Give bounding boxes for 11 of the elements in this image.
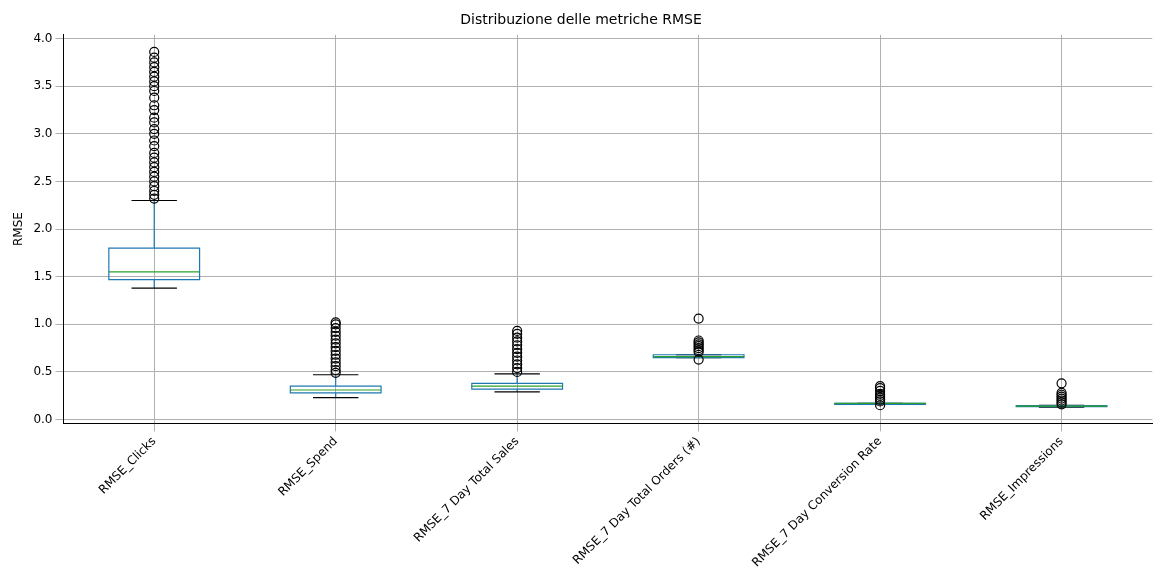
- y-tick-label: 4.0: [33, 30, 53, 45]
- y-tick-label: 2.5: [33, 173, 53, 188]
- chart-title: Distribuzione delle metriche RMSE: [460, 11, 702, 28]
- y-axis-title: RMSE: [11, 212, 26, 247]
- y-tick-label: 2.0: [33, 221, 53, 236]
- y-tick-label: 1.5: [33, 268, 53, 283]
- y-tick-label: 3.5: [33, 78, 53, 93]
- y-tick-label: 1.0: [33, 316, 53, 331]
- y-tick-label: 0.0: [33, 411, 53, 426]
- y-tick-label: 3.0: [33, 125, 53, 140]
- y-tick-label: 0.5: [33, 364, 53, 379]
